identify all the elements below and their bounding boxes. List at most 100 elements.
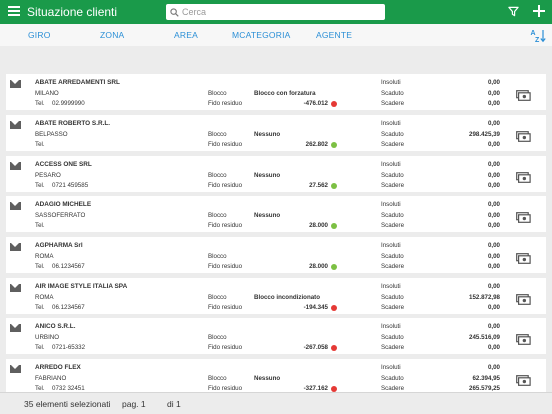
client-city: SASSOFERRATO [35, 212, 86, 219]
scaduto-value: 245.516,09 [469, 334, 500, 341]
client-name: ARREDO FLEX [35, 364, 81, 371]
insoluti-value: 0,00 [487, 79, 500, 86]
client-row[interactable]: ANICO S.R.L. URBINO Tel. 0721-65332 Blocco Fi… [6, 318, 546, 354]
tab-giro[interactable]: GIRO [28, 30, 51, 40]
tel-label: Tel. [35, 304, 45, 311]
client-tel[interactable]: 06.1234567 [52, 304, 85, 311]
svg-text:Z: Z [535, 37, 540, 43]
insoluti-value: 0,00 [487, 161, 500, 168]
tel-label: Tel. [35, 141, 45, 148]
mail-icon[interactable] [10, 202, 21, 210]
scaduto-label: Scaduto [381, 294, 404, 301]
blocco-label: Blocco [208, 212, 227, 219]
search-box[interactable] [166, 4, 385, 20]
client-row[interactable]: ABATE ARREDAMENTI SRL MILANO Tel. 02.999999… [6, 74, 546, 110]
client-name: ACCESS ONE SRL [35, 161, 92, 168]
svg-text:A: A [531, 30, 536, 37]
cash-icon[interactable] [516, 90, 531, 101]
client-tel[interactable]: 02.9999990 [52, 100, 85, 107]
scadere-value: 0,00 [487, 100, 500, 107]
filter-tabs: GIRO ZONA AREA MCATEGORIA AGENTE A Z [0, 24, 552, 46]
scaduto-label: Scaduto [381, 90, 404, 97]
client-row[interactable]: ABATE ROBERTO S.R.L. BELPASSO Tel. Blocco Ne… [6, 115, 546, 151]
status-dot-icon [331, 305, 337, 311]
scadere-value: 0,00 [487, 344, 500, 351]
client-city: URBINO [35, 334, 60, 341]
status-dot-icon [331, 345, 337, 351]
insoluti-label: Insoluti [381, 79, 401, 86]
client-name: ADAGIO MICHELE [35, 201, 92, 208]
client-row[interactable]: ARREDO FLEX FABRIANO Tel. 0732 32451 Blocco N… [6, 359, 546, 395]
add-icon[interactable] [532, 4, 546, 18]
scadere-value: 0,00 [487, 304, 500, 311]
scadere-value: 0,00 [487, 263, 500, 270]
insoluti-label: Insoluti [381, 364, 401, 371]
tel-label: Tel. [35, 222, 45, 229]
tab-zona[interactable]: ZONA [100, 30, 125, 40]
blocco-value: Nessuno [254, 375, 281, 382]
cash-icon[interactable] [516, 172, 531, 183]
blocco-value: Blocco con forzatura [254, 90, 316, 97]
scaduto-value: 0,00 [487, 90, 500, 97]
client-row[interactable]: ADAGIO MICHELE SASSOFERRATO Tel. Blocco Ness… [6, 196, 546, 232]
blocco-value: Blocco incondizionato [254, 294, 320, 301]
cash-icon[interactable] [516, 131, 531, 142]
tab-mcategoria[interactable]: MCATEGORIA [232, 30, 291, 40]
page-total: di 1 [167, 399, 181, 409]
cash-icon[interactable] [516, 294, 531, 305]
scaduto-label: Scaduto [381, 375, 404, 382]
client-row[interactable]: AIR IMAGE STYLE ITALIA SPA ROMA Tel. 06.123… [6, 278, 546, 314]
status-dot-icon [331, 223, 337, 229]
client-name: ANICO S.R.L. [35, 323, 76, 330]
mail-icon[interactable] [10, 243, 21, 251]
client-tel[interactable]: 0721-65332 [52, 344, 86, 351]
client-name: ABATE ARREDAMENTI SRL [35, 79, 120, 86]
client-name: AGPHARMA Srl [35, 242, 83, 249]
fido-value: -476.012 [303, 100, 328, 107]
filter-icon[interactable] [508, 6, 519, 17]
fido-value: 28.000 [309, 263, 328, 270]
menu-icon[interactable] [8, 6, 20, 18]
scaduto-label: Scaduto [381, 131, 404, 138]
mail-icon[interactable] [10, 324, 21, 332]
scadere-label: Scadere [381, 304, 405, 311]
sort-az-icon[interactable]: A Z [530, 28, 546, 43]
insoluti-label: Insoluti [381, 161, 401, 168]
client-tel[interactable]: 0732 32451 [52, 385, 85, 392]
client-row[interactable]: ACCESS ONE SRL PESARO Tel. 0721 459585 Blocc… [6, 156, 546, 192]
mail-icon[interactable] [10, 365, 21, 373]
fido-value: -267.058 [303, 344, 328, 351]
search-input[interactable] [182, 5, 372, 19]
insoluti-value: 0,00 [487, 201, 500, 208]
scadere-label: Scadere [381, 263, 405, 270]
fido-label: Fido residuo [208, 385, 243, 392]
insoluti-label: Insoluti [381, 283, 401, 290]
tab-area[interactable]: AREA [174, 30, 198, 40]
scadere-label: Scadere [381, 141, 405, 148]
cash-icon[interactable] [516, 334, 531, 345]
cash-icon[interactable] [516, 212, 531, 223]
mail-icon[interactable] [10, 121, 21, 129]
tel-label: Tel. [35, 100, 45, 107]
blocco-label: Blocco [208, 294, 227, 301]
scadere-label: Scadere [381, 344, 405, 351]
mail-icon[interactable] [10, 284, 21, 292]
cash-icon[interactable] [516, 253, 531, 264]
scadere-label: Scadere [381, 222, 405, 229]
cash-icon[interactable] [516, 375, 531, 386]
scadere-label: Scadere [381, 385, 405, 392]
mail-icon[interactable] [10, 80, 21, 88]
client-tel[interactable]: 0721 459585 [52, 182, 89, 189]
fido-label: Fido residuo [208, 263, 243, 270]
tel-label: Tel. [35, 182, 45, 189]
status-dot-icon [331, 386, 337, 392]
mail-icon[interactable] [10, 162, 21, 170]
client-tel[interactable]: 06.1234567 [52, 263, 85, 270]
fido-label: Fido residuo [208, 344, 243, 351]
tab-agente[interactable]: AGENTE [316, 30, 353, 40]
client-row[interactable]: AGPHARMA Srl ROMA Tel. 06.1234567 Blocco Fido… [6, 237, 546, 273]
tel-label: Tel. [35, 344, 45, 351]
fido-label: Fido residuo [208, 222, 243, 229]
insoluti-label: Insoluti [381, 242, 401, 249]
blocco-value: Nessuno [254, 212, 281, 219]
